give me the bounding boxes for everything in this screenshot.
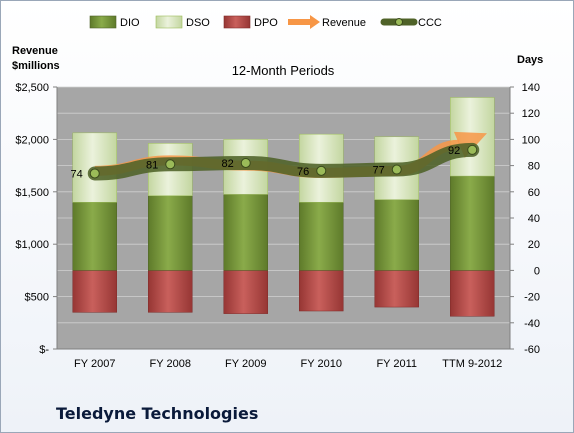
category-label: FY 2008 (150, 358, 191, 370)
bar-dio (450, 175, 495, 271)
left-axis-tick-label: $2,000 (15, 134, 49, 146)
bar-dpo (148, 270, 193, 313)
right-axis-tick-label: -20 (524, 292, 540, 304)
ccc-line (87, 142, 480, 181)
legend-label-ccc: CCC (418, 17, 442, 29)
bar-dio (148, 195, 193, 271)
right-axis-tick-label: 80 (528, 161, 540, 173)
ccc-point (316, 165, 327, 176)
category-label: FY 2010 (301, 358, 342, 370)
right-axis-tick-label: 120 (522, 108, 540, 120)
legend-swatch-dpo (223, 15, 251, 29)
bar-dpo (299, 270, 344, 312)
bar-dio (299, 202, 344, 271)
bar-dio (72, 202, 117, 271)
bar-dio (223, 194, 268, 271)
ccc-data-label: 77 (373, 165, 385, 177)
ccc-point (165, 159, 176, 170)
bar-dpo (223, 270, 268, 314)
right-axis-tick-label: -40 (524, 318, 540, 330)
left-axis-tick-label: $1,500 (15, 187, 49, 199)
legend-label-dso: DSO (186, 17, 210, 29)
legend-swatch-ccc-point (395, 18, 403, 26)
left-axis-tick-label: $1,000 (15, 239, 49, 251)
ccc-data-label: 74 (71, 168, 83, 180)
legend-label-dio: DIO (120, 17, 140, 29)
ccc-data-label: 82 (222, 158, 234, 170)
ccc-point (240, 157, 251, 168)
right-axis-tick-label: 0 (534, 265, 540, 277)
right-axis-title: Days (517, 54, 543, 66)
ccc-data-label: 92 (448, 145, 460, 157)
left-axis-tick-label: $2,500 (15, 82, 49, 94)
category-label: FY 2011 (376, 358, 417, 370)
legend-label-dpo: DPO (254, 17, 278, 29)
bar-dio (374, 199, 419, 271)
bar-dpo (72, 270, 117, 313)
right-axis-tick-label: 20 (528, 239, 540, 251)
right-axis-tick-label: 60 (528, 187, 540, 199)
ccc-data-label: 76 (297, 166, 309, 178)
chart-title: 12-Month Periods (232, 63, 335, 78)
left-axis-tick-label: $- (39, 344, 49, 356)
legend-swatch-revenue-head (310, 15, 320, 29)
right-axis-tick-label: 140 (522, 82, 540, 94)
legend-swatch-dio (89, 15, 117, 29)
right-axis-tick-label: 100 (522, 134, 540, 146)
company-name: Teledyne Technologies (56, 404, 259, 423)
category-label: FY 2009 (225, 358, 266, 370)
right-axis-tick-label: 40 (528, 213, 540, 225)
category-label: FY 2007 (74, 358, 115, 370)
ccc-point (391, 164, 402, 175)
ccc-point (467, 144, 478, 155)
bar-dpo (374, 270, 419, 308)
legend-label-revenue: Revenue (322, 17, 366, 29)
category-label: TTM 9-2012 (442, 358, 502, 370)
left-axis-tick-label: $500 (25, 292, 49, 304)
right-axis-tick-label: -60 (524, 344, 540, 356)
bar-dpo (450, 270, 495, 317)
left-axis-title-line1: Revenue (12, 45, 58, 57)
ccc-point (89, 168, 100, 179)
left-axis-title-line2: $millions (12, 60, 60, 72)
legend-swatch-dso (155, 15, 183, 29)
ccc-data-label: 81 (146, 159, 158, 171)
